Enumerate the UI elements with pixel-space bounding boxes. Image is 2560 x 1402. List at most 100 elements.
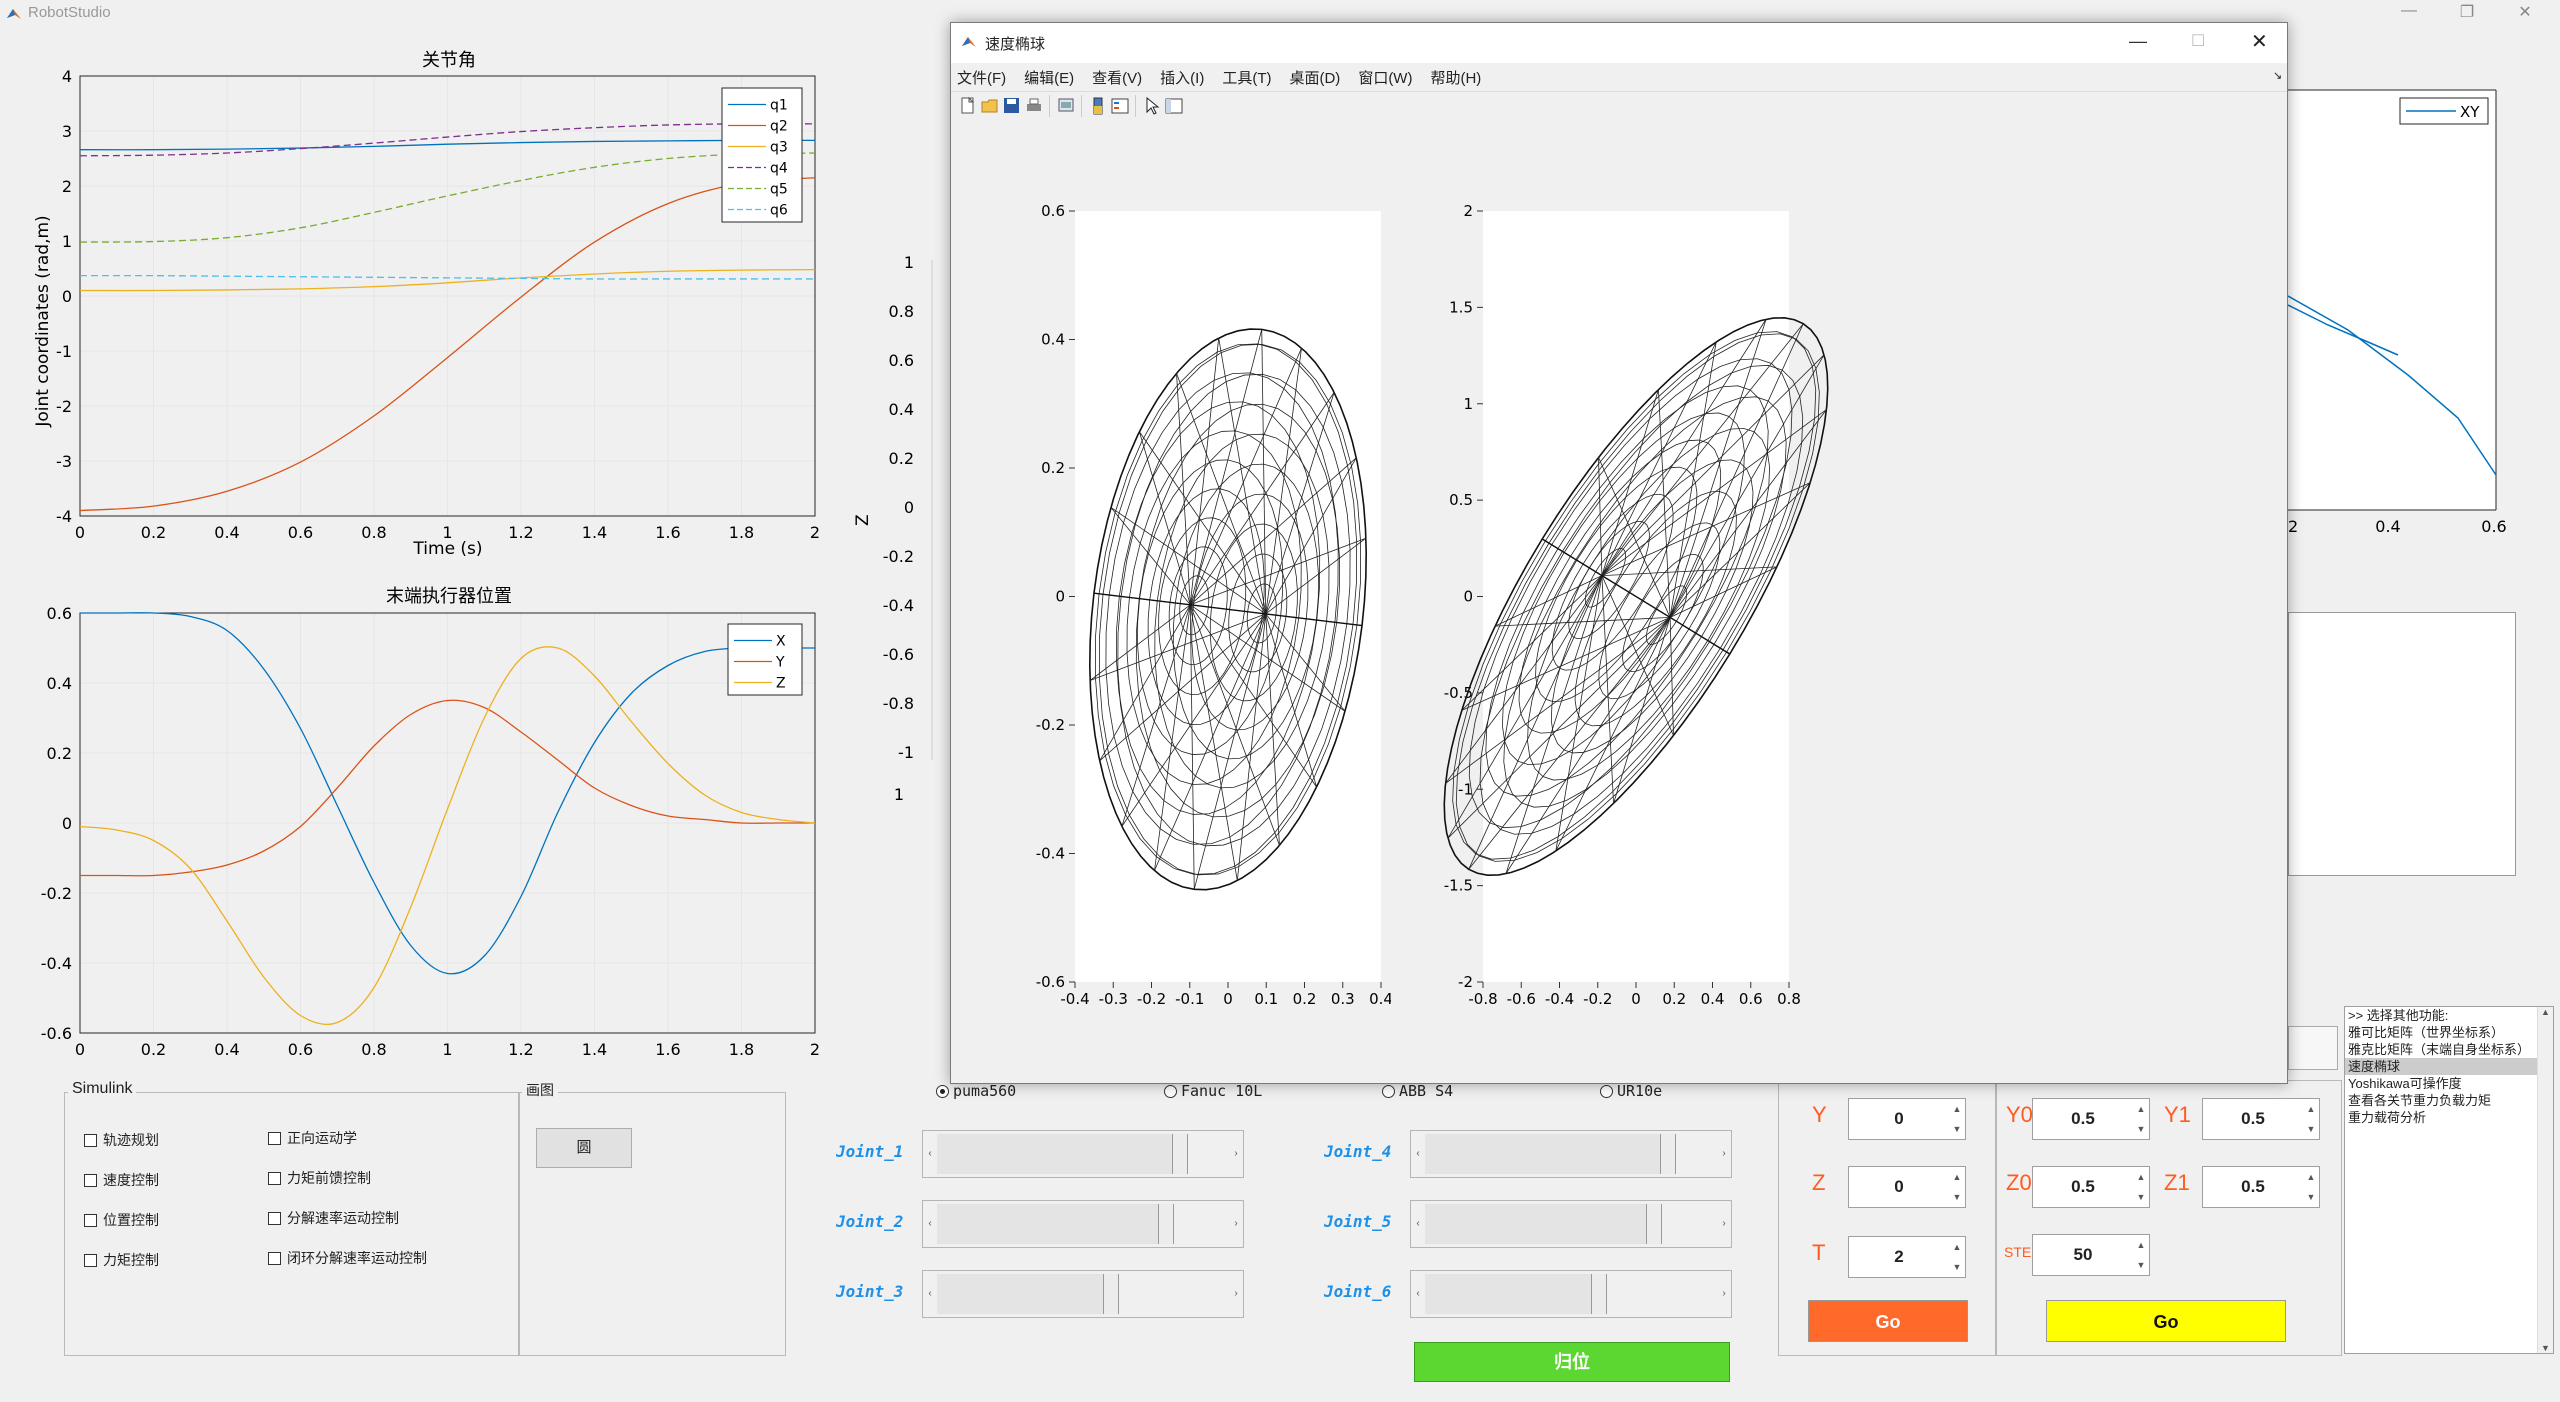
slider-left-arrow[interactable]: ‹ (928, 1288, 932, 1299)
slider-thumb[interactable] (1590, 1274, 1607, 1314)
spinner-up-arrow[interactable]: ▲ (2306, 1172, 2316, 1182)
plot-legend[interactable]: q1 q2 q3 q4 q5 q6 (721, 87, 803, 223)
radio-fanuc-10l[interactable]: Fanuc 10L (1164, 1082, 1262, 1100)
slider-track[interactable] (937, 1134, 1172, 1174)
joint-2-slider[interactable]: ‹ › (922, 1200, 1244, 1248)
spinner-down-arrow[interactable]: ▼ (2306, 1124, 2316, 1134)
checkbox-trajectory-planning[interactable]: 轨迹规划 (84, 1120, 159, 1160)
maximize-button[interactable]: ❐ (2459, 4, 2475, 21)
listbox-item[interactable]: 雅可比矩阵（世界坐标系） (2348, 1025, 2505, 1040)
spinner-value[interactable]: 50 (2073, 1245, 2093, 1264)
spinner-down-arrow[interactable]: ▼ (1952, 1124, 1962, 1134)
spinner-value[interactable]: 0 (1894, 1177, 1904, 1196)
z-spinner[interactable]: 0 ▲ ▼ (1848, 1166, 1966, 1208)
scroll-up-arrow[interactable]: ▲ (2541, 1007, 2550, 1017)
slider-track[interactable] (937, 1204, 1158, 1244)
spinner-down-arrow[interactable]: ▼ (2136, 1192, 2146, 1202)
print-icon[interactable] (1025, 97, 1043, 115)
circle-button[interactable]: 圆 (536, 1128, 632, 1168)
slider-thumb[interactable] (1645, 1204, 1662, 1244)
new-file-icon[interactable] (959, 97, 977, 115)
checkbox-torque-control[interactable]: 力矩控制 (84, 1240, 159, 1280)
minimize-button[interactable]: — (2401, 2, 2417, 19)
figure-menu-item[interactable]: 桌面(D) (1289, 70, 1341, 87)
figure-menu-item[interactable]: 帮助(H) (1430, 70, 1482, 87)
listbox-item[interactable]: 查看各关节重力负载力矩 (2348, 1093, 2492, 1108)
figure-minimize-button[interactable]: — (2129, 31, 2147, 51)
functions-listbox[interactable]: >> 选择其他功能: 雅可比矩阵（世界坐标系） 雅克比矩阵（末端自身坐标系） 速度椭球… (2344, 1006, 2554, 1354)
home-button[interactable]: 归位 (1414, 1342, 1730, 1382)
checkbox-box[interactable] (268, 1171, 281, 1185)
figure-maximize-button[interactable]: ☐ (2191, 33, 2206, 50)
figure-menu-item[interactable]: 编辑(E) (1024, 70, 1075, 87)
checkbox-velocity-control[interactable]: 速度控制 (84, 1160, 159, 1200)
spinner-up-arrow[interactable]: ▲ (2136, 1104, 2146, 1114)
figure-menu-item[interactable]: 插入(I) (1160, 70, 1205, 87)
slider-track[interactable] (1425, 1134, 1660, 1174)
slider-left-arrow[interactable]: ‹ (1416, 1288, 1420, 1299)
figure-menu-item[interactable]: 查看(V) (1092, 70, 1143, 87)
spinner-up-arrow[interactable]: ▲ (1952, 1242, 1962, 1252)
joint-6-slider[interactable]: ‹ › (1410, 1270, 1732, 1318)
spinner-down-arrow[interactable]: ▼ (1952, 1262, 1962, 1272)
radio-dot[interactable] (1164, 1084, 1177, 1098)
radio-puma560[interactable]: puma560 (936, 1082, 1016, 1100)
spinner-value[interactable]: 0 (1894, 1109, 1904, 1128)
listbox-item[interactable]: 速度椭球 (2345, 1058, 2553, 1075)
figure-menu-item[interactable]: 窗口(W) (1358, 70, 1413, 87)
close-button[interactable]: ✕ (2518, 4, 2532, 21)
spinner-down-arrow[interactable]: ▼ (2136, 1260, 2146, 1270)
slider-right-arrow[interactable]: › (1234, 1218, 1238, 1229)
figure-menu-item[interactable]: 文件(F) (957, 70, 1007, 87)
slider-thumb[interactable] (1171, 1134, 1188, 1174)
slider-left-arrow[interactable]: ‹ (1416, 1218, 1420, 1229)
spinner-down-arrow[interactable]: ▼ (2136, 1124, 2146, 1134)
pointer-icon[interactable] (1143, 97, 1161, 115)
link-icon[interactable] (1057, 97, 1075, 115)
plot-legend[interactable]: XYZ (727, 623, 803, 696)
radio-ur10e[interactable]: UR10e (1600, 1082, 1662, 1100)
joint-1-slider[interactable]: ‹ › (922, 1130, 1244, 1178)
slider-right-arrow[interactable]: › (1234, 1288, 1238, 1299)
joint-4-slider[interactable]: ‹ › (1410, 1130, 1732, 1178)
checkbox-box[interactable] (84, 1213, 97, 1227)
slider-right-arrow[interactable]: › (1722, 1148, 1726, 1159)
checkbox-forward-kinematics[interactable]: 正向运动学 (268, 1118, 427, 1158)
spinner-up-arrow[interactable]: ▲ (2136, 1172, 2146, 1182)
checkbox-torque-feedforward[interactable]: 力矩前馈控制 (268, 1158, 427, 1198)
checkbox-closed-loop-resolved-rate[interactable]: 闭环分解速率运动控制 (268, 1238, 427, 1278)
spinner-value[interactable]: 0.5 (2241, 1177, 2265, 1196)
slider-right-arrow[interactable]: › (1234, 1148, 1238, 1159)
spinner-value[interactable]: 2 (1894, 1247, 1904, 1266)
spinner-down-arrow[interactable]: ▼ (1952, 1192, 1962, 1202)
slider-thumb[interactable] (1157, 1204, 1174, 1244)
radio-dot[interactable] (936, 1084, 949, 1098)
colorbar-icon[interactable] (1089, 97, 1107, 115)
spinner-up-arrow[interactable]: ▲ (1952, 1172, 1962, 1182)
slider-track[interactable] (1425, 1204, 1646, 1244)
checkbox-box[interactable] (84, 1253, 97, 1267)
listbox-item[interactable]: 重力载荷分析 (2348, 1110, 2427, 1125)
z0-spinner[interactable]: 0.5 ▲ ▼ (2032, 1166, 2150, 1208)
checkbox-position-control[interactable]: 位置控制 (84, 1200, 159, 1240)
spinner-up-arrow[interactable]: ▲ (1952, 1104, 1962, 1114)
figure-menu-item[interactable]: 工具(T) (1222, 70, 1272, 87)
slider-thumb[interactable] (1659, 1134, 1676, 1174)
listbox-item[interactable]: Yoshikawa可操作度 (2348, 1076, 2462, 1091)
hidden-popup-control[interactable] (2288, 1026, 2338, 1070)
y-spinner[interactable]: 0 ▲ ▼ (1848, 1098, 1966, 1140)
slider-right-arrow[interactable]: › (1722, 1288, 1726, 1299)
spinner-down-arrow[interactable]: ▼ (2306, 1192, 2316, 1202)
spinner-value[interactable]: 0.5 (2071, 1109, 2095, 1128)
slider-right-arrow[interactable]: › (1722, 1218, 1726, 1229)
spinner-value[interactable]: 0.5 (2241, 1109, 2265, 1128)
radio-dot[interactable] (1600, 1084, 1613, 1098)
checkbox-box[interactable] (84, 1133, 97, 1147)
slider-track[interactable] (937, 1274, 1103, 1314)
radio-dot[interactable] (1382, 1084, 1395, 1098)
scroll-down-arrow[interactable]: ▼ (2541, 1343, 2550, 1353)
slider-left-arrow[interactable]: ‹ (928, 1218, 932, 1229)
checkbox-resolved-rate-control[interactable]: 分解速率运动控制 (268, 1198, 427, 1238)
step-spinner[interactable]: 50 ▲ ▼ (2032, 1234, 2150, 1276)
property-inspector-icon[interactable] (1165, 97, 1183, 115)
